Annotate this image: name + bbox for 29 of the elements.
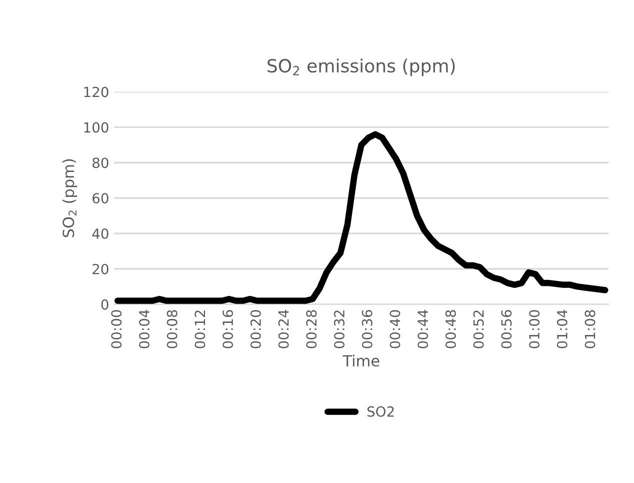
x-tick-label: 00:32 [334,310,345,348]
x-tick-label: 00:52 [473,310,484,348]
y-tick-label: 120 [84,86,108,98]
x-tick-label: 00:48 [445,310,456,348]
chart-title: SO$_{2}$ emissions (ppm) [268,58,455,76]
x-tick-label: 00:56 [501,310,512,348]
x-tick-label: 00:20 [250,310,261,348]
x-tick-label: 00:12 [194,310,206,348]
x-tick-label: 01:04 [556,310,568,348]
x-tick-label: 00:28 [306,310,317,348]
x-tick-label: 01:08 [584,310,596,348]
x-tick-label: 00:24 [278,310,289,348]
y-tick-label: 0 [101,299,108,310]
x-tick-label: 00:44 [418,310,428,348]
x-tick-label: 00:16 [222,310,234,348]
x-tick-label: 00:08 [166,310,178,348]
y-tick-label: 20 [92,264,108,274]
x-tick-label: 00:36 [362,310,372,348]
y-axis-title: SO$_{2}$ (ppm) [62,159,78,238]
legend-label: SO2 [367,406,394,417]
y-tick-label: 40 [92,228,108,239]
x-axis-title: Time [342,354,380,367]
y-tick-label: 60 [92,193,108,204]
y-tick-label: 100 [84,122,108,133]
x-tick-label: 00:40 [390,310,400,348]
x-tick-label: 01:00 [529,310,540,348]
x-tick-label: 00:04 [138,310,150,348]
x-tick-label: 00:00 [111,310,122,348]
y-tick-label: 80 [92,158,108,168]
